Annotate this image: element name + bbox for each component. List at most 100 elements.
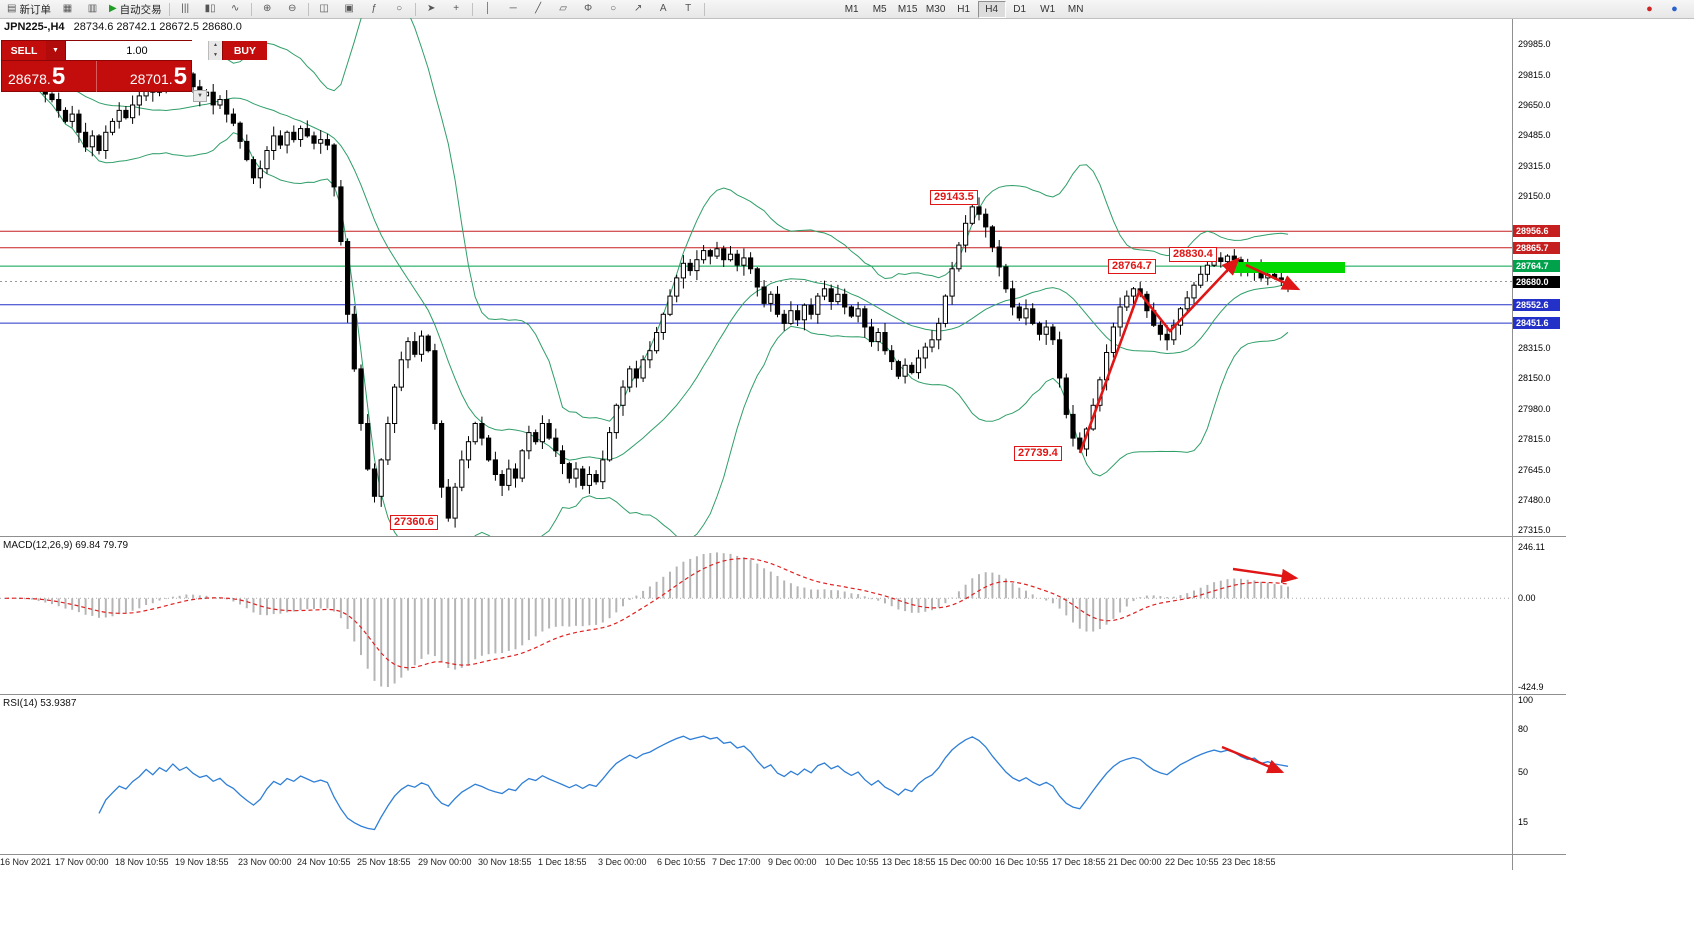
price-flag: 28764.7 <box>1108 259 1156 274</box>
period-presets-button[interactable]: ○ <box>388 1 411 18</box>
sell-price-big-digit: 5 <box>51 63 66 90</box>
time-tick: 16 Dec 10:55 <box>995 857 1049 867</box>
price-level-label: 28680.0 <box>1513 276 1560 288</box>
zoom-in-button[interactable]: ⊕ <box>256 1 279 18</box>
time-tick: 19 Nov 18:55 <box>175 857 229 867</box>
macd-panel[interactable] <box>0 537 1512 694</box>
timeframe-mn[interactable]: MN <box>1067 3 1084 15</box>
cursor-button[interactable]: ➤ <box>420 1 443 18</box>
buy-button[interactable]: BUY <box>222 41 267 60</box>
volume-input[interactable] <box>65 41 208 60</box>
timeframe-m15[interactable]: M15 <box>897 3 918 15</box>
horizontal-line-button[interactable]: ─ <box>502 1 525 18</box>
price-flag: 28830.4 <box>1169 247 1217 262</box>
toolbar-separator <box>307 2 309 16</box>
toolbar-separator <box>471 2 473 16</box>
price-tick: 29985.0 <box>1518 39 1551 49</box>
price-tick: 29650.0 <box>1518 100 1551 110</box>
time-tick: 30 Nov 18:55 <box>478 857 532 867</box>
rsi-axis-label: 50 <box>1518 767 1529 777</box>
arrange-windows-button[interactable]: ▣ <box>338 1 361 18</box>
new-order-label: 新订单 <box>19 3 51 16</box>
price-level-label: 28865.7 <box>1513 242 1560 254</box>
rsi-label: RSI(14) 53.9387 <box>3 698 77 709</box>
vertical-line-icon: │ <box>485 3 492 14</box>
price-tick: 28315.0 <box>1518 343 1551 353</box>
timeframe-w1[interactable]: W1 <box>1040 3 1056 15</box>
sell-price-main: 28678. <box>8 71 51 87</box>
volume-dropdown-button[interactable]: ▼ <box>46 41 65 60</box>
timeframe-h1[interactable]: H1 <box>957 3 971 15</box>
macd-rsi-separator[interactable] <box>0 694 1566 695</box>
chart-windows-button[interactable]: ▦ <box>56 1 79 18</box>
time-tick: 17 Nov 00:00 <box>55 857 109 867</box>
alert-icon: ● <box>1646 3 1653 15</box>
trend-line-button[interactable]: ╱ <box>527 1 550 18</box>
time-tick: 23 Nov 00:00 <box>238 857 292 867</box>
timeframe-h4[interactable]: H4 <box>977 0 1006 18</box>
rsi-timeaxis-separator <box>0 854 1566 855</box>
timeframe-m1[interactable]: M1 <box>844 3 859 15</box>
volume-field: ▲ ▼ <box>64 41 223 60</box>
price-tick: 27315.0 <box>1518 525 1551 535</box>
timeframe-d1[interactable]: D1 <box>1013 3 1027 15</box>
text-tool-button[interactable]: A <box>652 1 675 18</box>
volume-down-icon[interactable]: ▼ <box>208 50 222 60</box>
arrange-windows-icon: ▣ <box>344 3 354 14</box>
fibonacci-button[interactable]: Φ <box>577 1 600 18</box>
line-mode-icon: ∿ <box>230 3 240 14</box>
time-tick: 6 Dec 10:55 <box>657 857 706 867</box>
time-tick: 25 Nov 18:55 <box>357 857 411 867</box>
bars-mode-button[interactable]: ||| <box>174 1 197 18</box>
toolbar-separator <box>250 2 252 16</box>
market-watch-icon: ▥ <box>87 3 98 14</box>
tile-windows-button[interactable]: ◫ <box>313 1 336 18</box>
price-tick: 29150.0 <box>1518 191 1551 201</box>
price-tick: 28150.0 <box>1518 373 1551 383</box>
time-tick: 17 Dec 18:55 <box>1052 857 1106 867</box>
macd-label: MACD(12,26,9) 69.84 79.79 <box>3 540 129 551</box>
time-tick: 16 Nov 2021 <box>0 857 52 867</box>
vertical-line-button[interactable]: │ <box>477 1 500 18</box>
indicators-button[interactable]: ƒ <box>363 1 386 18</box>
time-tick: 3 Dec 00:00 <box>598 857 647 867</box>
price-flag: 27739.4 <box>1014 446 1062 461</box>
zoom-out-button[interactable]: ⊖ <box>281 1 304 18</box>
auto-trading-icon: ▶ <box>108 3 117 14</box>
zoom-in-icon: ⊕ <box>262 3 272 14</box>
auto-trading-button[interactable]: ▶ 自动交易 <box>106 1 165 18</box>
chart-macd-separator[interactable] <box>0 536 1566 537</box>
time-tick: 9 Dec 00:00 <box>768 857 817 867</box>
market-watch-button[interactable]: ▥ <box>81 1 104 18</box>
community-button[interactable]: ● <box>1663 1 1686 18</box>
timeframe-m5[interactable]: M5 <box>872 3 887 15</box>
price-chart[interactable] <box>0 18 1512 536</box>
volume-up-icon[interactable]: ▲ <box>208 41 222 51</box>
sell-button[interactable]: SELL <box>2 41 46 60</box>
time-tick: 23 Dec 18:55 <box>1222 857 1276 867</box>
crosshair-button[interactable]: + <box>445 1 468 18</box>
shapes-button[interactable]: ○ <box>602 1 625 18</box>
price-tick: 27480.0 <box>1518 495 1551 505</box>
buy-price[interactable]: 28701. 5 <box>96 61 191 92</box>
symbol-name: JPN225-,H4 <box>4 21 65 33</box>
arrows-tool-button[interactable]: ↗ <box>627 1 650 18</box>
time-tick: 21 Dec 00:00 <box>1108 857 1162 867</box>
bars-mode-icon: ||| <box>181 3 190 14</box>
timeframe-m30[interactable]: M30 <box>925 3 946 15</box>
alert-button[interactable]: ● <box>1638 1 1661 18</box>
candles-mode-button[interactable]: ▮▯ <box>199 1 222 18</box>
sell-price[interactable]: 28678. 5 <box>2 61 96 92</box>
label-tool-button[interactable]: T <box>677 1 700 18</box>
line-mode-button[interactable]: ∿ <box>224 1 247 18</box>
rsi-panel[interactable] <box>0 695 1512 854</box>
volume-spinner: ▲ ▼ <box>207 41 222 60</box>
new-order-button[interactable]: ▤ 新订单 <box>4 1 54 18</box>
widget-collapse-button[interactable]: ▼ <box>193 90 207 102</box>
period-presets-icon: ○ <box>396 3 403 14</box>
macd-axis-label: 246.11 <box>1518 542 1545 552</box>
channel-button[interactable]: ▱ <box>552 1 575 18</box>
price-tick: 27645.0 <box>1518 465 1551 475</box>
tile-windows-icon: ◫ <box>319 3 329 14</box>
text-tool-icon: A <box>659 3 667 14</box>
